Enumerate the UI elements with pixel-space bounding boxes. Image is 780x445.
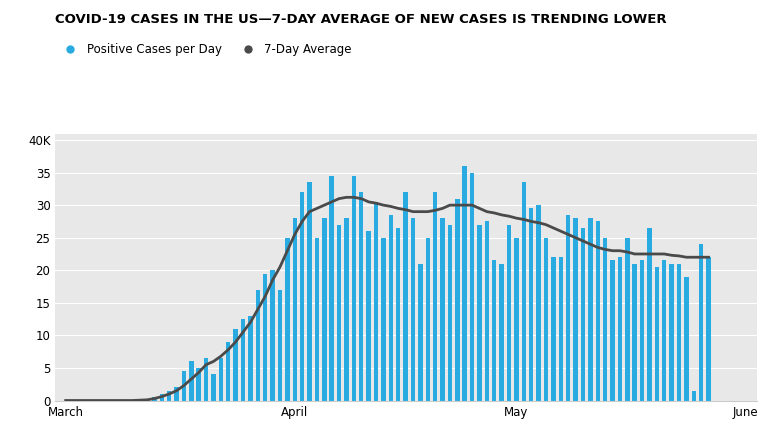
Bar [537, 205, 541, 400]
Bar [411, 218, 415, 400]
Bar [145, 399, 149, 400]
Bar [263, 274, 268, 400]
Bar [707, 257, 711, 400]
Bar [647, 228, 651, 400]
Bar [692, 391, 696, 400]
Bar [441, 218, 445, 400]
Bar [470, 173, 474, 400]
Bar [477, 225, 482, 400]
Bar [499, 264, 504, 400]
Bar [433, 192, 438, 400]
Bar [618, 257, 622, 400]
Bar [204, 358, 208, 400]
Bar [292, 218, 297, 400]
Bar [182, 371, 186, 400]
Bar [388, 215, 393, 400]
Bar [654, 267, 659, 400]
Bar [300, 192, 304, 400]
Bar [595, 222, 600, 400]
Bar [189, 361, 193, 400]
Bar [352, 176, 356, 400]
Bar [329, 176, 334, 400]
Bar [610, 260, 615, 400]
Bar [396, 228, 400, 400]
Bar [152, 397, 157, 400]
Bar [160, 394, 164, 400]
Legend: Positive Cases per Day, 7-Day Average: Positive Cases per Day, 7-Day Average [54, 38, 356, 61]
Bar [640, 260, 644, 400]
Bar [256, 290, 260, 400]
Bar [307, 182, 312, 400]
Bar [418, 264, 423, 400]
Bar [625, 238, 629, 400]
Bar [403, 192, 408, 400]
Bar [566, 215, 570, 400]
Bar [484, 222, 489, 400]
Bar [426, 238, 430, 400]
Bar [271, 270, 275, 400]
Bar [684, 277, 689, 400]
Bar [167, 391, 172, 400]
Bar [455, 198, 459, 400]
Bar [374, 202, 378, 400]
Bar [463, 166, 467, 400]
Bar [699, 244, 704, 400]
Bar [573, 218, 578, 400]
Bar [662, 260, 666, 400]
Bar [359, 192, 363, 400]
Bar [544, 238, 548, 400]
Bar [514, 238, 519, 400]
Bar [174, 388, 179, 400]
Bar [314, 238, 319, 400]
Bar [448, 225, 452, 400]
Bar [322, 218, 327, 400]
Bar [558, 257, 563, 400]
Bar [551, 257, 555, 400]
Bar [381, 238, 385, 400]
Bar [367, 231, 370, 400]
Bar [278, 290, 282, 400]
Bar [588, 218, 593, 400]
Bar [226, 342, 230, 400]
Bar [507, 225, 511, 400]
Bar [669, 264, 674, 400]
Bar [197, 368, 201, 400]
Bar [285, 238, 289, 400]
Bar [529, 208, 534, 400]
Bar [633, 264, 637, 400]
Text: COVID-19 CASES IN THE US—7-DAY AVERAGE OF NEW CASES IS TRENDING LOWER: COVID-19 CASES IN THE US—7-DAY AVERAGE O… [55, 13, 666, 26]
Bar [233, 329, 238, 400]
Bar [248, 316, 253, 400]
Bar [241, 319, 245, 400]
Bar [603, 238, 608, 400]
Bar [492, 260, 497, 400]
Bar [218, 358, 223, 400]
Bar [581, 228, 585, 400]
Bar [677, 264, 681, 400]
Bar [337, 225, 342, 400]
Bar [522, 182, 526, 400]
Bar [344, 218, 349, 400]
Bar [211, 374, 216, 400]
